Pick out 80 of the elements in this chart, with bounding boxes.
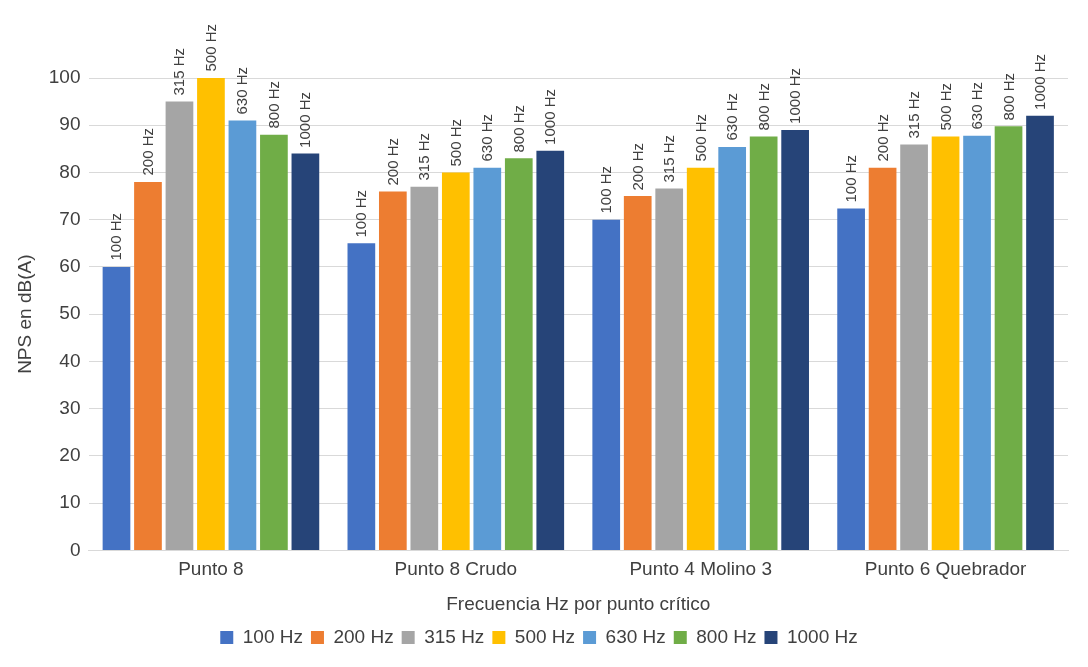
bar: [378, 191, 407, 550]
text: 315 Hz: [170, 48, 188, 96]
bar: [900, 144, 928, 550]
text: 1000 Hz: [541, 88, 559, 145]
bar: [228, 120, 257, 550]
text: 630 Hz: [968, 82, 986, 130]
bar: [102, 266, 131, 550]
text: 200 Hz: [383, 137, 401, 186]
bar: [749, 136, 778, 550]
text: 1000 Hz: [786, 68, 804, 124]
text: 1000 Hz: [296, 91, 314, 148]
x-tick-label: Punto 8 Crudo: [394, 558, 518, 580]
text: 100 Hz: [842, 154, 860, 203]
text: 200 Hz: [628, 142, 646, 191]
bar: [931, 136, 960, 550]
text: 500 Hz: [936, 83, 954, 131]
legend-label: 1000 Hz: [786, 625, 858, 647]
bar: [410, 186, 439, 550]
legend-label: 315 Hz: [424, 625, 485, 647]
bar: [291, 153, 320, 550]
y-tick-label: 50: [59, 302, 81, 324]
x-tick-label: Punto 4 Molino 3: [629, 558, 772, 580]
bar: [134, 181, 162, 550]
x-axis-title: Frecuencia Hz por punto crítico: [446, 592, 711, 614]
y-tick-label: 80: [59, 160, 81, 182]
y-tick-label: 100: [48, 66, 81, 88]
text: 315 Hz: [415, 133, 433, 181]
y-axis-title: NPS en dB(A): [13, 254, 35, 374]
text: 315 Hz: [660, 135, 678, 183]
bar: [994, 126, 1023, 550]
text: 630 Hz: [233, 67, 251, 115]
bar: [1026, 115, 1054, 550]
text: 500 Hz: [201, 24, 219, 72]
bar: [260, 134, 288, 550]
text: 100 Hz: [352, 189, 370, 238]
text: 100 Hz: [597, 166, 615, 214]
y-tick-label: 20: [59, 444, 81, 466]
text: 500 Hz: [446, 118, 464, 167]
y-tick-label: 60: [59, 255, 81, 277]
bar: [868, 167, 897, 550]
bar: [686, 167, 715, 550]
text: 630 Hz: [478, 114, 496, 162]
bar: [347, 243, 376, 550]
legend-label: 800 Hz: [696, 625, 757, 647]
legend-label: 500 Hz: [514, 625, 576, 647]
text: 800 Hz: [264, 81, 282, 129]
text: 200 Hz: [138, 128, 156, 176]
legend-label: 630 Hz: [605, 625, 666, 647]
bar: [963, 135, 991, 550]
y-tick-label: 70: [59, 207, 81, 229]
text: 200 Hz: [873, 114, 891, 162]
x-tick-label: Punto 6 Quebrador: [864, 558, 1028, 580]
bar: [441, 172, 470, 550]
y-tick-label: 0: [69, 538, 81, 560]
legend-label: 100 Hz: [242, 625, 303, 647]
bar: [197, 78, 225, 550]
y-tick-label: 30: [59, 396, 81, 418]
bar: [536, 150, 565, 550]
text: 800 Hz: [754, 83, 772, 131]
text: 500 Hz: [691, 114, 709, 162]
bar: [473, 167, 502, 550]
text: 1000 Hz: [1031, 53, 1048, 110]
bar: [655, 188, 684, 550]
text: 315 Hz: [905, 91, 923, 139]
x-tick-label: Punto 8: [178, 558, 244, 580]
y-tick-label: 10: [59, 491, 81, 513]
bar: [781, 129, 809, 550]
bar: [165, 101, 194, 550]
bar: [592, 219, 621, 550]
bar: [504, 158, 533, 550]
bar: [837, 208, 865, 550]
y-tick-label: 40: [59, 349, 81, 371]
bar: [623, 196, 652, 550]
y-tick-label: 90: [59, 113, 81, 135]
legend-label: 200 Hz: [333, 625, 394, 647]
text: 630 Hz: [723, 93, 741, 141]
text: 800 Hz: [509, 104, 527, 153]
bar: [718, 146, 747, 550]
text: 100 Hz: [107, 213, 125, 261]
text: 800 Hz: [999, 72, 1017, 121]
